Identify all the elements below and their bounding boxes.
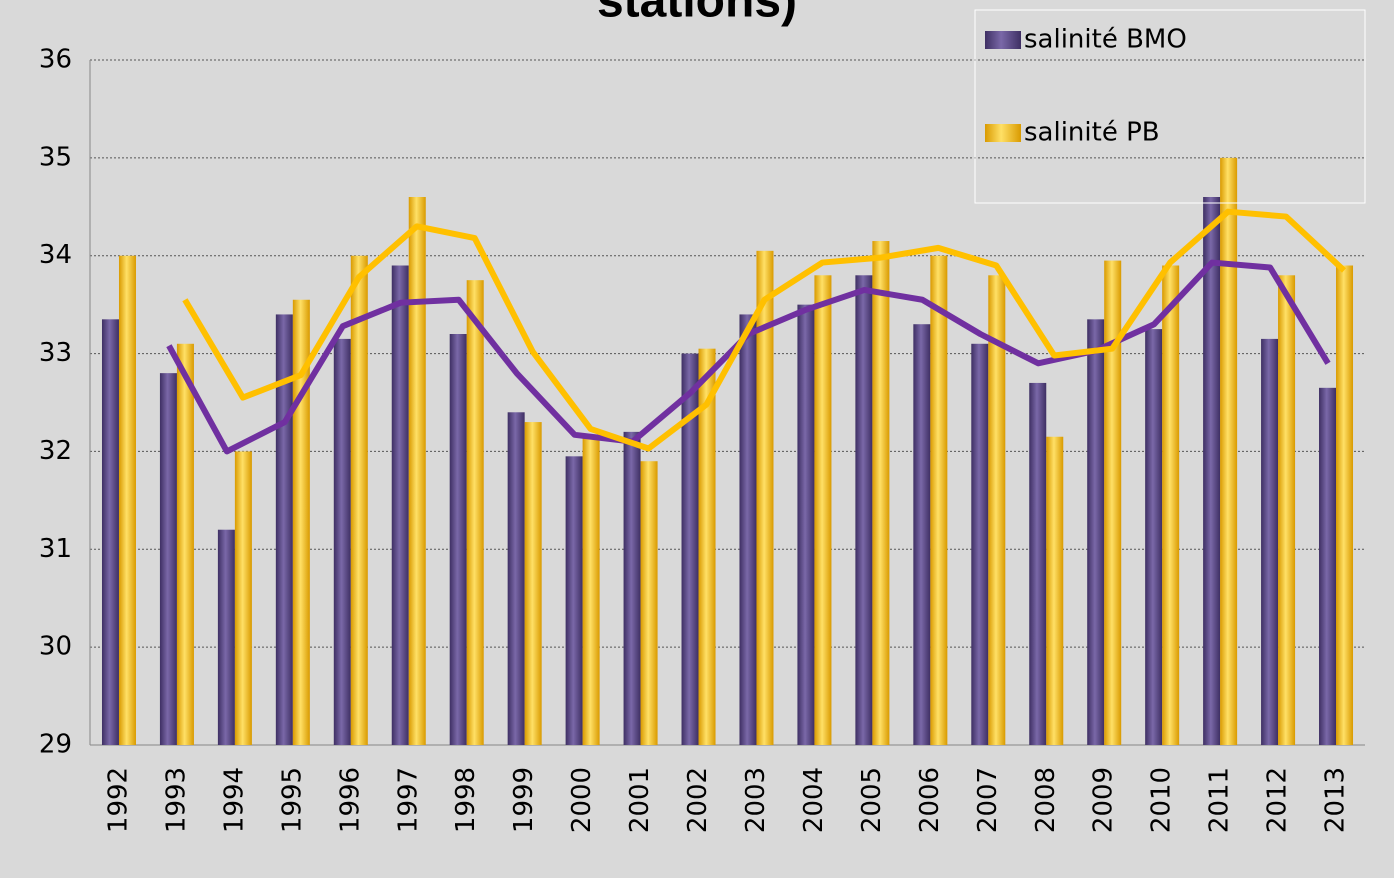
bar xyxy=(797,304,815,745)
bar xyxy=(681,353,699,745)
bar xyxy=(350,255,368,745)
bar xyxy=(1336,265,1354,745)
bar xyxy=(1203,197,1221,745)
bar xyxy=(159,373,177,745)
x-tick-label: 2010 xyxy=(1147,767,1177,833)
y-tick-label: 29 xyxy=(39,730,72,760)
x-tick-label: 1999 xyxy=(509,767,539,833)
y-tick-label: 30 xyxy=(39,632,72,662)
chart-title: stations) xyxy=(597,0,797,28)
x-tick-label: 2012 xyxy=(1263,767,1293,833)
x-tick-label: 2009 xyxy=(1089,767,1119,833)
bar xyxy=(176,343,194,745)
bar xyxy=(408,197,426,745)
legend-swatch xyxy=(985,31,1021,49)
bar xyxy=(739,314,757,745)
y-tick-label: 31 xyxy=(39,534,72,564)
bar xyxy=(698,348,716,745)
bar xyxy=(1278,275,1296,745)
bar xyxy=(582,436,600,745)
y-tick-label: 32 xyxy=(39,436,72,466)
x-tick-label: 1994 xyxy=(219,767,249,833)
bar xyxy=(1261,338,1279,745)
y-tick-label: 36 xyxy=(39,45,72,75)
bar xyxy=(930,255,948,745)
bar xyxy=(756,250,774,746)
bar xyxy=(449,334,467,745)
bar xyxy=(1162,265,1180,745)
bar xyxy=(524,422,542,745)
bar xyxy=(913,324,931,745)
bar xyxy=(466,280,484,745)
x-tick-label: 2004 xyxy=(799,767,829,833)
bar xyxy=(1319,387,1337,745)
bar xyxy=(391,265,409,745)
legend-box xyxy=(974,9,1366,204)
x-tick-label: 1993 xyxy=(161,767,191,833)
legend-label: salinité BMO xyxy=(1024,25,1187,55)
bar xyxy=(971,343,989,745)
bar xyxy=(292,299,310,745)
bar xyxy=(1029,382,1047,745)
x-tick-label: 1996 xyxy=(335,767,365,833)
trend-line xyxy=(182,208,1347,452)
y-tick-label: 35 xyxy=(39,142,72,172)
bar xyxy=(1145,329,1163,745)
x-tick-label: 2006 xyxy=(915,767,945,833)
x-tick-label: 2001 xyxy=(625,767,655,833)
x-tick-label: 1998 xyxy=(451,767,481,833)
bar xyxy=(1087,319,1105,745)
x-tick-label: 2005 xyxy=(857,767,887,833)
x-tick-label: 2011 xyxy=(1205,767,1235,833)
legend-swatch xyxy=(985,124,1021,142)
bar xyxy=(640,461,658,745)
x-tick-label: 1997 xyxy=(393,767,423,833)
bar xyxy=(101,319,119,745)
x-tick-label: 2003 xyxy=(741,767,771,833)
x-tick-label: 2008 xyxy=(1031,767,1061,833)
x-tick-label: 2002 xyxy=(683,767,713,833)
bar xyxy=(872,241,890,746)
bar xyxy=(988,275,1006,745)
x-tick-label: 1992 xyxy=(103,767,133,833)
bar xyxy=(1104,260,1122,745)
bar xyxy=(565,456,583,745)
bar xyxy=(1046,436,1064,745)
bar xyxy=(1220,157,1238,745)
bar xyxy=(814,275,832,745)
x-tick-label: 2007 xyxy=(973,767,1003,833)
bar xyxy=(234,451,252,745)
x-tick-label: 2013 xyxy=(1321,767,1351,833)
y-tick-label: 33 xyxy=(39,338,72,368)
legend-label: salinité PB xyxy=(1024,118,1160,148)
bar xyxy=(623,431,641,745)
bar xyxy=(855,275,873,745)
x-tick-label: 2000 xyxy=(567,767,597,833)
x-tick-label: 1995 xyxy=(277,767,307,833)
bar xyxy=(118,255,136,745)
bar xyxy=(507,412,525,745)
y-tick-label: 34 xyxy=(39,240,72,270)
bar xyxy=(333,338,351,745)
bar xyxy=(217,529,235,745)
